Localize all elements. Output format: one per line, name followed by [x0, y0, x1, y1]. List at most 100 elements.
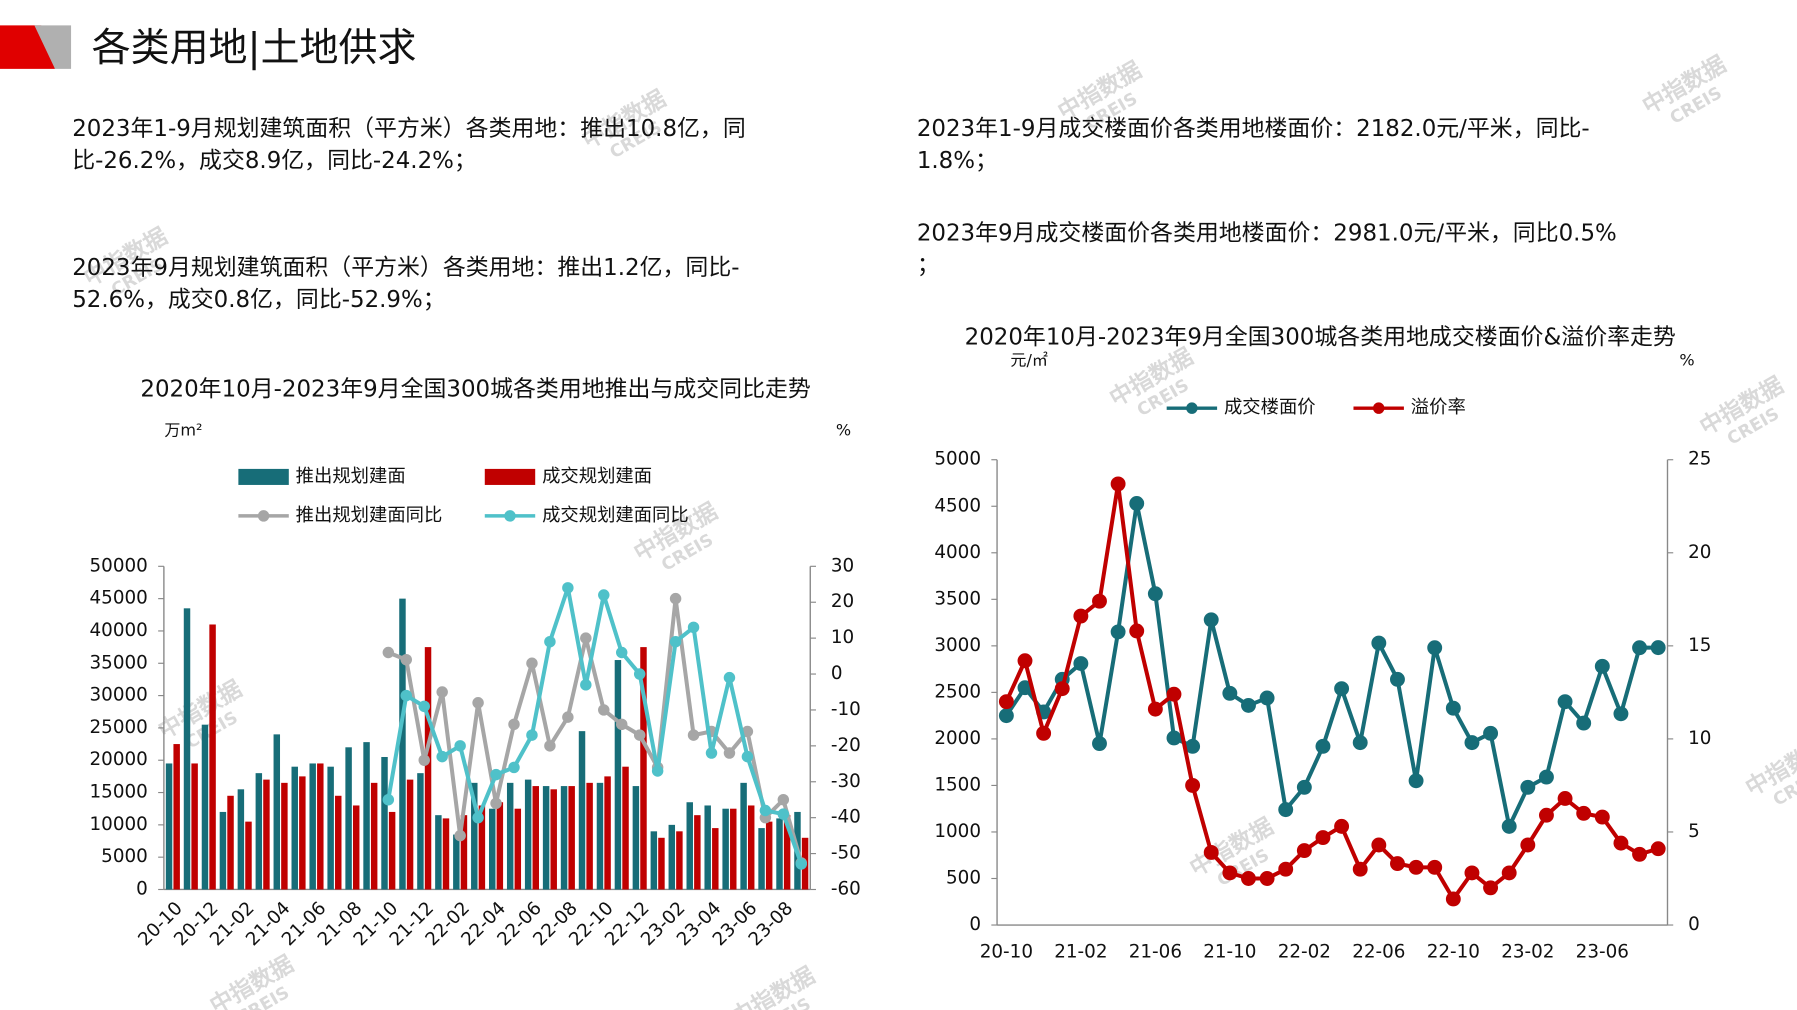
bar: [424, 647, 432, 890]
point: [490, 768, 502, 781]
point: [436, 750, 448, 763]
bar: [388, 811, 396, 890]
y2-tick-label: 20: [831, 591, 854, 612]
y-tick-label: 30000: [90, 685, 148, 706]
paragraph-line: 2023年9月规划建筑面积（平方米）各类用地：推出1.2亿，同比-: [72, 255, 739, 281]
point: [777, 808, 790, 820]
bar: [363, 742, 370, 890]
point: [1092, 736, 1107, 752]
y-tick-label: 45000: [90, 588, 148, 609]
bar: [406, 779, 414, 890]
point: [1557, 791, 1573, 806]
y-unit: 元/㎡: [1010, 351, 1047, 370]
point: [1185, 738, 1201, 754]
point: [1520, 779, 1536, 795]
point: [1408, 773, 1424, 789]
bar: [722, 808, 729, 890]
point: [1222, 685, 1238, 701]
logo-gray: [34, 25, 72, 69]
bar: [191, 763, 198, 890]
y2-tick-label: 5: [1688, 821, 1700, 842]
point: [1557, 694, 1573, 710]
point: [651, 765, 664, 777]
point: [795, 858, 808, 870]
legend-marker: [504, 510, 516, 522]
point: [598, 589, 610, 601]
bar: [640, 647, 647, 890]
point: [1296, 843, 1312, 859]
point: [1427, 640, 1443, 656]
bar: [730, 808, 737, 890]
point: [1185, 777, 1201, 793]
bar: [381, 756, 388, 890]
y-tick-label: 2500: [934, 681, 981, 702]
paragraph-line: 2023年1-9月成交楼面价各类用地楼面价：2182.0元/平米，同比-: [917, 116, 1590, 142]
bar: [173, 744, 180, 890]
bar: [712, 828, 719, 890]
bar: [255, 773, 263, 890]
paragraph-line: 比-26.2%，成交8.9亿，同比-24.2%；: [72, 148, 477, 174]
bar: [765, 821, 773, 890]
y2-tick-label: 25: [1688, 449, 1711, 470]
bar: [417, 773, 424, 890]
bar: [209, 624, 216, 890]
point: [1073, 656, 1089, 671]
y-tick-label: 50000: [90, 555, 148, 576]
x-tick-label: 23-06: [1576, 942, 1629, 963]
y2-tick-label: 15: [1688, 635, 1711, 656]
bar: [622, 766, 629, 890]
bar: [460, 815, 468, 890]
y-tick-label: 25000: [90, 717, 148, 738]
point: [1334, 818, 1350, 834]
point: [1315, 830, 1331, 845]
point: [1576, 715, 1592, 731]
y-tick-label: 35000: [90, 652, 148, 673]
point: [1129, 623, 1145, 639]
bar: [704, 805, 711, 890]
bar: [758, 828, 765, 890]
y2-tick-label: -60: [831, 878, 861, 899]
bar: [165, 763, 173, 890]
point: [1166, 730, 1182, 746]
point: [633, 668, 646, 680]
point: [1613, 835, 1629, 851]
bar: [478, 805, 486, 890]
bar: [345, 747, 352, 890]
point: [508, 718, 520, 731]
point: [1501, 818, 1517, 834]
point: [1352, 735, 1368, 751]
point: [1166, 686, 1182, 702]
point: [633, 729, 646, 741]
point: [472, 697, 484, 709]
legend-label: 推出规划建面: [296, 466, 406, 487]
bar: [263, 779, 270, 890]
legend-label: 推出规划建面同比: [296, 505, 443, 526]
point: [1483, 880, 1499, 896]
bar: [506, 782, 514, 890]
y-tick-label: 20000: [90, 749, 148, 770]
x-tick-label: 21-10: [1203, 942, 1256, 963]
point: [1259, 690, 1275, 706]
point: [1036, 725, 1052, 741]
point: [1017, 680, 1033, 696]
point: [382, 646, 395, 659]
y2-tick-label: -40: [831, 807, 861, 828]
point: [777, 793, 790, 806]
point: [615, 718, 628, 731]
chart-title: 2020年10月-2023年9月全国300城各类用地成交楼面价&溢价率走势: [965, 325, 1676, 351]
paragraph-line: 2023年1-9月规划建筑面积（平方米）各类用地：推出10.8亿，同: [72, 116, 746, 142]
bar: [783, 815, 791, 890]
legend-marker: [257, 510, 270, 522]
bar: [658, 837, 665, 890]
point: [1445, 891, 1461, 907]
y-tick-label: 3500: [934, 588, 981, 609]
y-tick-label: 2000: [934, 728, 981, 749]
point: [1445, 700, 1461, 716]
bar: [471, 782, 478, 890]
point: [1371, 837, 1387, 853]
bar: [514, 808, 522, 890]
y2-unit: %: [1679, 351, 1694, 370]
bar: [317, 763, 324, 890]
